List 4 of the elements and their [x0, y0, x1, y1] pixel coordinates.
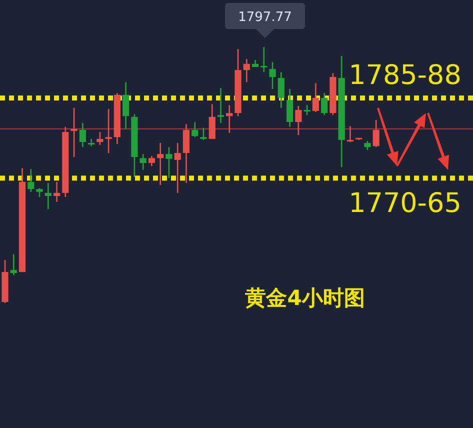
annotation: 1770-65: [348, 188, 462, 220]
annotation: 1785-88: [348, 60, 462, 91]
annotation: 1797.77: [238, 10, 292, 25]
text: 黄金4小时图: [244, 286, 365, 310]
